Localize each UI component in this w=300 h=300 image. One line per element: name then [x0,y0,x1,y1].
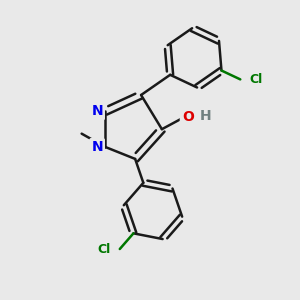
Text: N: N [91,140,103,154]
Text: Cl: Cl [97,242,110,256]
Text: H: H [200,110,212,123]
Text: Cl: Cl [250,73,263,86]
Text: O: O [182,110,194,124]
Text: N: N [91,104,103,118]
